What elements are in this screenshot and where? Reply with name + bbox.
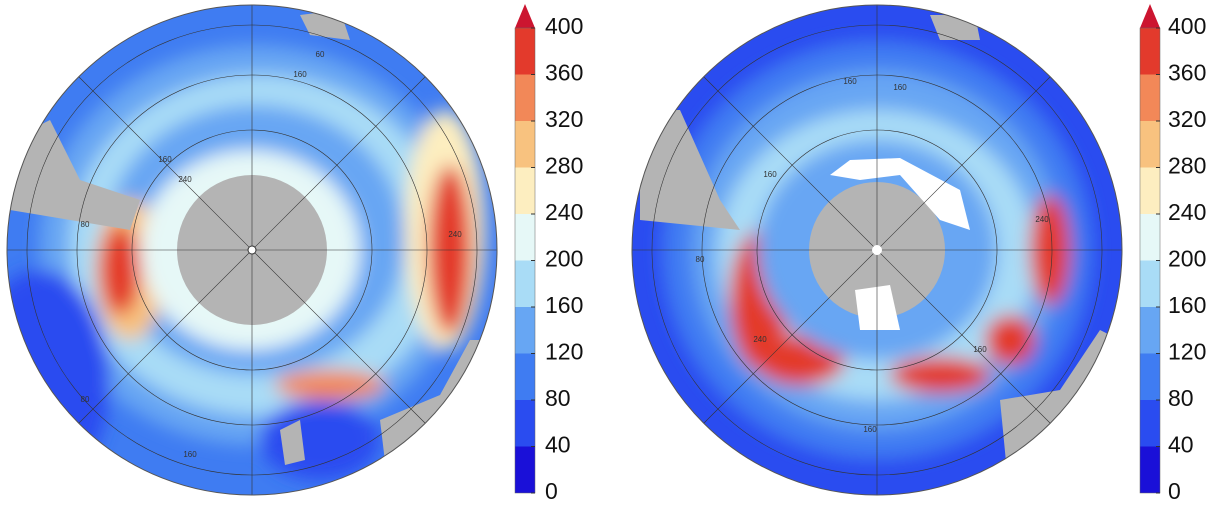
colorbar-tick-label: 280 (545, 153, 583, 179)
contour-label: 240 (448, 230, 462, 239)
figure: 0408012016020024028032036040016024016080… (0, 0, 1225, 503)
colorbar-tick-label: 40 (1168, 432, 1194, 458)
contour-label: 240 (178, 175, 192, 184)
colorbar-tick-label: 280 (1168, 153, 1206, 179)
colorbar-tick-label: 80 (545, 385, 571, 411)
colorbar-tick-label: 240 (545, 199, 583, 225)
contour-label: 160 (973, 345, 987, 354)
colorbar-bin (1140, 168, 1160, 215)
colorbar-bin (515, 121, 535, 168)
contour-label: 160 (863, 425, 877, 434)
contour-label: 160 (293, 70, 307, 79)
pole (248, 246, 256, 254)
contour-label: 80 (81, 220, 90, 229)
contour-label: 160 (893, 83, 907, 92)
colorbar-extend (515, 4, 535, 28)
colorbar-tick-label: 120 (1168, 339, 1206, 365)
contour-label: 160 (763, 170, 777, 179)
colorbar-bin (1140, 75, 1160, 122)
colorbar-tick-label: 200 (545, 246, 583, 272)
colorbar-bin (515, 214, 535, 261)
colorbar-tick-label: 400 (545, 13, 583, 39)
colorbar-tick-label: 80 (1168, 385, 1194, 411)
map-right (632, 5, 1122, 503)
colorbar-extend (1140, 4, 1160, 28)
colorbar-tick-label: 400 (1168, 13, 1206, 39)
colorbar-bin (1140, 400, 1160, 447)
colorbar-tick-label: 0 (545, 478, 558, 503)
colorbar-bin (515, 168, 535, 215)
colorbar-tick-label: 200 (1168, 246, 1206, 272)
contour-label: 160 (183, 450, 197, 459)
colorbar-bin (515, 307, 535, 354)
contour-label: 80 (696, 255, 705, 264)
colorbar-tick-label: 0 (1168, 478, 1181, 503)
colorbar-tick-label: 160 (1168, 292, 1206, 318)
colorbar-bin (515, 447, 535, 494)
colorbar-tick-label: 240 (1168, 199, 1206, 225)
colorbar-tick-label: 120 (545, 339, 583, 365)
contour-label: 240 (1035, 215, 1049, 224)
colorbar-bin (515, 400, 535, 447)
colorbar-bin (1140, 354, 1160, 401)
colorbar-bin (515, 75, 535, 122)
colorbar-bin (515, 354, 535, 401)
contour-label: 80 (81, 395, 90, 404)
colorbar-bin (515, 28, 535, 75)
colorbar-bin (1140, 447, 1160, 494)
colorbar-bin (1140, 307, 1160, 354)
colorbar-bin (1140, 261, 1160, 308)
colorbar-bin (515, 261, 535, 308)
contour-label: 240 (753, 335, 767, 344)
colorbar-bin (1140, 214, 1160, 261)
colorbar-tick-label: 40 (545, 432, 571, 458)
colorbar-tick-label: 320 (1168, 106, 1206, 132)
colorbar-tick-label: 160 (545, 292, 583, 318)
colorbar-tick-label: 360 (545, 60, 583, 86)
colorbar-tick-label: 320 (545, 106, 583, 132)
contour-label: 60 (316, 50, 325, 59)
colorbar-bin (1140, 28, 1160, 75)
colorbar-bin (1140, 121, 1160, 168)
contour-label: 160 (158, 155, 172, 164)
colorbar-tick-label: 360 (1168, 60, 1206, 86)
contour-label: 160 (843, 77, 857, 86)
